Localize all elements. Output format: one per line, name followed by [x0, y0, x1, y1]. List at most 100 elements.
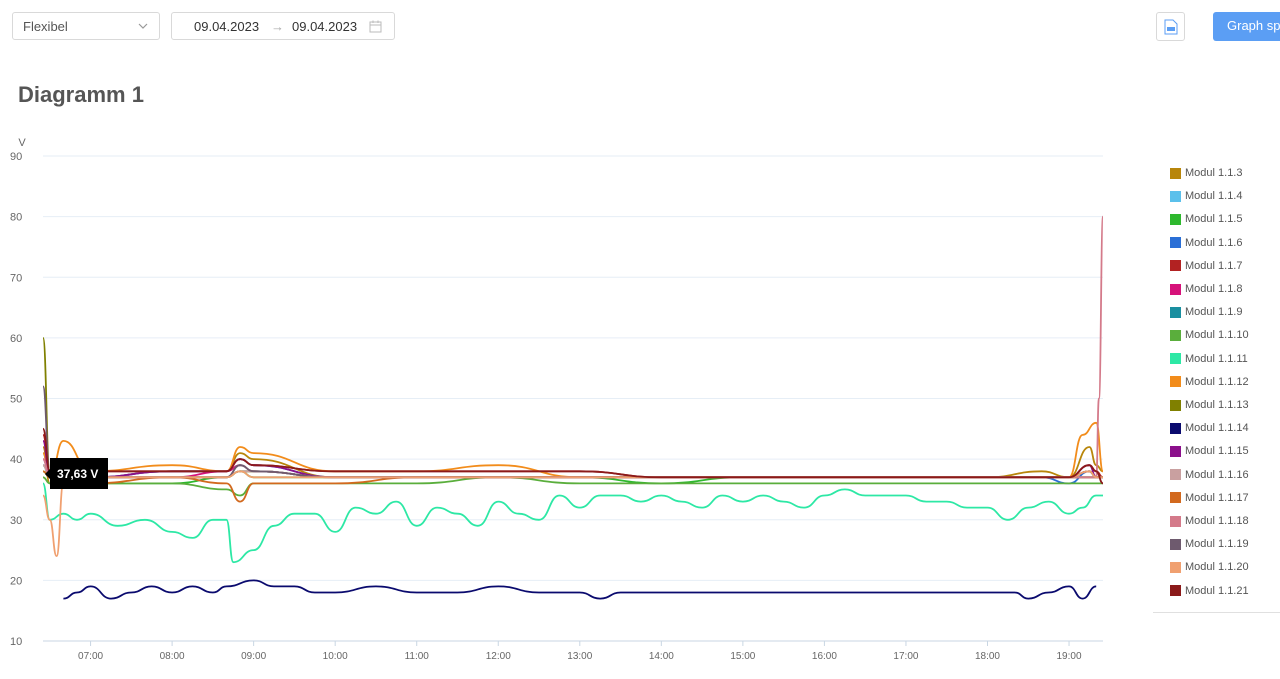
value-tooltip: 37,63 V	[45, 458, 108, 489]
series-line-1-1-13	[42, 337, 1103, 479]
legend-swatch	[1170, 329, 1181, 341]
y-tick-label: 90	[10, 151, 22, 163]
legend-label: Modul 1.1.21	[1185, 584, 1249, 597]
legend-label: Modul 1.1.18	[1185, 515, 1249, 527]
legend-item[interactable]: Modul 1.1.3	[1170, 164, 1242, 182]
legend-swatch	[1170, 213, 1181, 225]
graph-save-button[interactable]: Graph sp	[1213, 12, 1280, 41]
legend-label: Modul 1.1.16	[1185, 468, 1249, 481]
y-tick-label: 60	[10, 333, 22, 345]
y-axis-label: V	[18, 137, 26, 149]
chevron-down-icon	[138, 23, 148, 29]
legend-label: Modul 1.1.7	[1185, 259, 1243, 272]
legend-label: Modul 1.1.12	[1185, 375, 1249, 388]
legend-swatch	[1170, 306, 1181, 318]
calendar-icon	[369, 20, 382, 33]
x-tick-label: 15:00	[730, 651, 755, 662]
legend-item[interactable]: Modul 1.1.11	[1170, 350, 1248, 368]
legend-swatch	[1170, 376, 1181, 388]
legend-label: Modul 1.1.15	[1185, 445, 1249, 458]
x-tick-label: 07:00	[78, 651, 103, 662]
x-tick-label: 18:00	[975, 651, 1000, 662]
series-line-1-1-21	[42, 427, 1104, 485]
legend-label: Modul 1.1.13	[1185, 399, 1249, 411]
legend-item[interactable]: Modul 1.1.4	[1170, 187, 1242, 205]
legend-swatch	[1170, 445, 1181, 457]
legend-item[interactable]: Modul 1.1.20	[1170, 558, 1249, 576]
legend-item[interactable]: Modul 1.1.18	[1170, 512, 1249, 530]
series-line-1-1-10	[42, 476, 1103, 497]
legend-swatch	[1170, 492, 1181, 504]
legend-item[interactable]: Modul 1.1.7	[1170, 257, 1242, 275]
x-tick-label: 11:00	[405, 651, 430, 662]
legend-label: Modul 1.1.4	[1185, 190, 1243, 203]
legend-item[interactable]: Modul 1.1.15	[1170, 442, 1249, 460]
legend-label: Modul 1.1.14	[1185, 422, 1249, 435]
x-tick-label: 19:00	[1057, 651, 1082, 662]
legend-swatch	[1170, 399, 1181, 411]
mode-select-value: Flexibel	[23, 18, 68, 34]
range-arrow: →	[271, 19, 284, 34]
legend-label: Modul 1.1.8	[1185, 283, 1243, 295]
legend-item[interactable]: Modul 1.1.14	[1170, 419, 1249, 437]
legend-label: Modul 1.1.3	[1185, 167, 1243, 179]
x-tick-label: 10:00	[323, 651, 348, 662]
legend-swatch	[1170, 167, 1181, 179]
series-line-1-1-19	[42, 385, 1103, 479]
y-tick-label: 80	[10, 212, 22, 224]
y-tick-label: 30	[10, 515, 22, 527]
date-to-input[interactable]: 09.04.2023	[292, 19, 358, 34]
legend-item[interactable]: Modul 1.1.21	[1170, 582, 1249, 600]
mode-select[interactable]: Flexibel	[12, 12, 160, 40]
legend-item[interactable]: Modul 1.1.12	[1170, 373, 1249, 391]
legend-item[interactable]: Modul 1.1.5	[1170, 210, 1242, 228]
series-line-1-1-12	[42, 421, 1104, 479]
legend-label: Modul 1.1.11	[1185, 352, 1248, 365]
legend-item[interactable]: Modul 1.1.10	[1170, 326, 1249, 344]
x-tick-label: 17:00	[893, 651, 918, 662]
x-tick-label: 12:00	[486, 651, 511, 662]
y-tick-label: 70	[10, 272, 22, 284]
x-tick-label: 09:00	[241, 651, 266, 662]
date-from-input[interactable]: 09.04.2023	[194, 19, 260, 34]
legend-label: Modul 1.1.5	[1185, 213, 1243, 226]
x-tick-label: 08:00	[160, 651, 185, 662]
legend-swatch	[1170, 561, 1181, 573]
legend-item[interactable]: Modul 1.1.16	[1170, 466, 1249, 484]
legend-item[interactable]: Modul 1.1.9	[1170, 303, 1242, 321]
y-tick-label: 20	[10, 575, 22, 587]
legend-item[interactable]: Modul 1.1.13	[1170, 396, 1249, 414]
legend-swatch	[1170, 283, 1181, 295]
series-line-1-1-18	[42, 215, 1104, 479]
x-tick-label: 13:00	[567, 651, 592, 662]
legend-swatch	[1170, 585, 1181, 597]
series-line-1-1-11	[42, 482, 1103, 564]
legend-swatch	[1170, 515, 1181, 527]
y-tick-label: 10	[10, 636, 22, 648]
legend-label: Modul 1.1.9	[1185, 306, 1243, 319]
line-chart: 10 20 30 40 50 60 70 80 90 07:00 08:00 09:00 10:00 11…	[10, 137, 1104, 662]
legend-swatch	[1170, 469, 1181, 481]
export-button[interactable]	[1156, 12, 1185, 41]
document-icon	[1164, 19, 1178, 35]
chart-title: Diagramm 1	[18, 82, 144, 107]
legend-item[interactable]: Modul 1.1.6	[1170, 234, 1242, 252]
y-tick-label: 40	[10, 454, 22, 466]
legend-swatch	[1170, 353, 1181, 365]
legend-label: Modul 1.1.10	[1185, 329, 1249, 342]
series-line-1-1-14	[63, 579, 1097, 600]
legend-item[interactable]: Modul 1.1.19	[1170, 535, 1249, 553]
legend-item[interactable]: Modul 1.1.17	[1170, 489, 1249, 507]
legend-label: Modul 1.1.19	[1185, 538, 1249, 551]
legend-label: Modul 1.1.20	[1185, 561, 1249, 574]
legend-item[interactable]: Modul 1.1.8	[1170, 280, 1242, 298]
y-tick-label: 50	[10, 394, 22, 406]
date-range-picker[interactable]: 09.04.2023 → 09.04.2023	[171, 12, 395, 40]
legend-swatch	[1170, 237, 1181, 249]
x-tick-label: 16:00	[812, 651, 837, 662]
legend-swatch	[1170, 422, 1181, 434]
legend-swatch	[1170, 260, 1181, 272]
legend-label: Modul 1.1.6	[1185, 236, 1243, 249]
chart-legend: Modul 1.1.3 Modul 1.1.4 Modul 1.1.5 Modul 1…	[1153, 156, 1280, 613]
legend-label: Modul 1.1.17	[1185, 491, 1249, 504]
